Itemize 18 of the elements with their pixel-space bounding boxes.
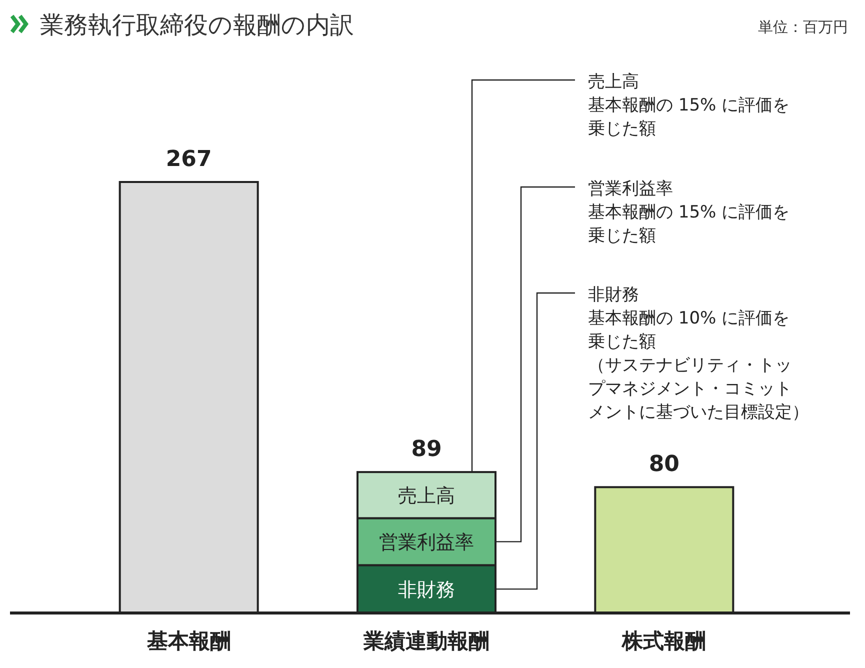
annotation: （サステナビリティ・トップマネジメント・コミットメントに基づいた目標設定） bbox=[588, 356, 809, 422]
text: 売上高 bbox=[588, 72, 639, 92]
annotation: 267 bbox=[166, 147, 212, 172]
x-tick-label: 株式報酬 bbox=[621, 629, 706, 653]
annotation: 基本報酬の 15% に評価を乗じた額 bbox=[588, 202, 790, 246]
chart-title: 業務執行取締役の報酬の内訳 bbox=[40, 11, 354, 39]
series-label: 営業利益率 bbox=[379, 532, 474, 554]
annotation: 非財務 bbox=[588, 285, 639, 305]
series-label: 売上高 bbox=[398, 485, 455, 508]
annotation: 基本報酬の 10% に評価を乗じた額 bbox=[588, 308, 790, 352]
annotation: 80 bbox=[648, 452, 680, 478]
x-tick-label: 基本報酬 bbox=[146, 629, 231, 653]
series-label: 非財務 bbox=[398, 579, 455, 602]
annotation: 営業利益率 bbox=[588, 179, 673, 199]
text: 単位：百万円 bbox=[758, 18, 848, 36]
x-tick-label: 業績連動報酬 bbox=[362, 629, 490, 653]
text: 基本報酬の 15% に評価を乗じた額 bbox=[588, 96, 790, 139]
annotation: 89 bbox=[411, 437, 442, 462]
